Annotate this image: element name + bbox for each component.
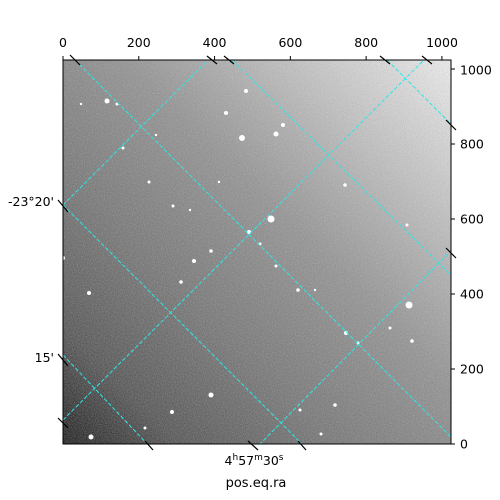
top-tick-label-1000: 1000 — [426, 35, 458, 50]
coord-tick-6 — [379, 55, 391, 65]
coord-tick-5 — [223, 55, 235, 65]
star-9 — [192, 259, 196, 263]
star-20 — [121, 146, 125, 150]
top-tick-label-0: 0 — [59, 35, 67, 50]
star-37 — [217, 180, 221, 184]
star-29 — [296, 288, 300, 292]
star-26 — [319, 432, 323, 436]
star-16 — [388, 326, 392, 330]
coord-tick-4 — [206, 55, 218, 65]
star-31 — [313, 288, 317, 292]
star-28 — [143, 426, 147, 430]
star-15 — [410, 339, 414, 343]
star-24 — [170, 410, 174, 414]
coordinate-grid — [63, 60, 451, 444]
coord-tick-3 — [69, 54, 81, 66]
grid-line-6 — [63, 60, 209, 206]
star-10 — [179, 280, 183, 284]
top-tick-label-800: 800 — [354, 35, 378, 50]
coord-tick-8 — [445, 119, 457, 131]
star-13 — [344, 331, 348, 335]
right-tick-label-200: 200 — [460, 362, 484, 377]
star-34 — [298, 408, 302, 412]
dec-axis-labels: -23°20' 15' — [8, 194, 54, 365]
ra-tick-label: 4h57m30s — [225, 453, 284, 468]
grid-line-4 — [63, 354, 148, 444]
coord-tick-11 — [247, 440, 259, 451]
top-axis-labels: 0 200 400 600 800 1000 — [59, 35, 458, 50]
coord-tick-0 — [57, 199, 69, 213]
star-0 — [104, 98, 110, 104]
star-27 — [88, 434, 94, 440]
right-tick-label-0: 0 — [460, 437, 468, 452]
star-12 — [405, 301, 413, 309]
star-4 — [224, 111, 228, 115]
grid-line-5 — [63, 60, 425, 421]
star-25 — [333, 403, 337, 407]
star-23 — [208, 392, 214, 398]
coord-tick-9 — [445, 247, 457, 259]
right-tick-label-800: 800 — [460, 137, 484, 152]
x-axis-title: pos.eq.ra — [226, 476, 287, 491]
star-36 — [405, 223, 409, 227]
coord-tick-10 — [144, 440, 154, 451]
top-tick-label-200: 200 — [127, 35, 151, 50]
right-axis-labels: 0 200 400 600 800 1000 — [460, 63, 492, 452]
star-3 — [281, 123, 285, 127]
pixel-axis-ticks — [62, 56, 455, 445]
star-22 — [79, 102, 83, 106]
dec-label-20: -23°20' — [8, 194, 54, 209]
star-8 — [209, 249, 213, 253]
grid-line-3 — [386, 60, 451, 125]
coord-tick-2 — [57, 417, 69, 429]
star-32 — [171, 204, 175, 208]
right-tick-label-400: 400 — [460, 287, 484, 302]
star-6 — [267, 215, 275, 223]
top-tick-label-400: 400 — [203, 35, 227, 50]
right-tick-label-600: 600 — [460, 212, 484, 227]
coord-tick-12 — [297, 440, 307, 451]
top-tick-label-600: 600 — [278, 35, 302, 50]
right-tick-label-1000: 1000 — [460, 63, 492, 78]
star-17 — [87, 291, 91, 295]
plot-frame — [62, 59, 452, 445]
star-1 — [239, 135, 245, 141]
grid-line-2 — [231, 60, 451, 276]
coord-tick-7 — [421, 55, 433, 65]
coord-tick-1 — [57, 353, 69, 367]
star-5 — [244, 89, 248, 93]
dec-label-15: 15' — [35, 350, 54, 365]
grid-line-1 — [63, 204, 303, 444]
grid-line-7 — [259, 250, 451, 444]
star-38 — [154, 133, 158, 137]
star-33 — [188, 208, 192, 212]
sky-image — [63, 60, 451, 444]
star-2 — [273, 131, 279, 137]
star-35 — [343, 183, 347, 187]
star-19 — [147, 180, 151, 184]
star-30 — [274, 264, 278, 268]
grid-line-0 — [74, 60, 451, 438]
